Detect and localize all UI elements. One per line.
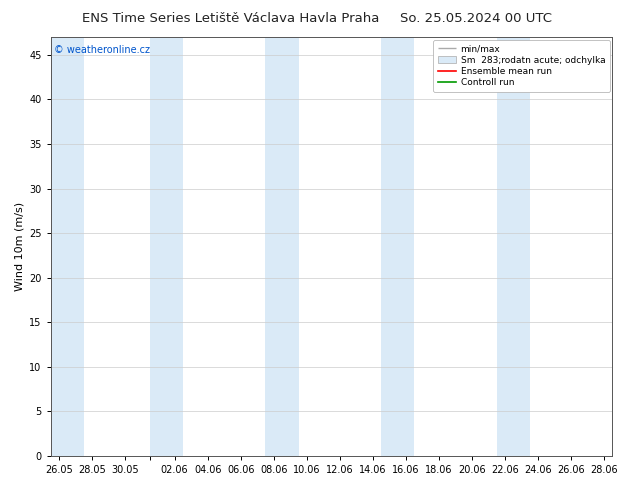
Text: So. 25.05.2024 00 UTC: So. 25.05.2024 00 UTC (399, 12, 552, 25)
Bar (51, 37, 84, 456)
Bar (150, 37, 183, 456)
Y-axis label: Wind 10m (m/s): Wind 10m (m/s) (15, 202, 25, 291)
Text: © weatheronline.cz: © weatheronline.cz (53, 46, 150, 55)
Bar (497, 37, 530, 456)
Legend: min/max, Sm  283;rodatn acute; odchylka, Ensemble mean run, Controll run: min/max, Sm 283;rodatn acute; odchylka, … (434, 40, 610, 92)
Text: ENS Time Series Letiště Václava Havla Praha: ENS Time Series Letiště Václava Havla Pr… (82, 12, 380, 25)
Bar (381, 37, 414, 456)
Bar (266, 37, 299, 456)
